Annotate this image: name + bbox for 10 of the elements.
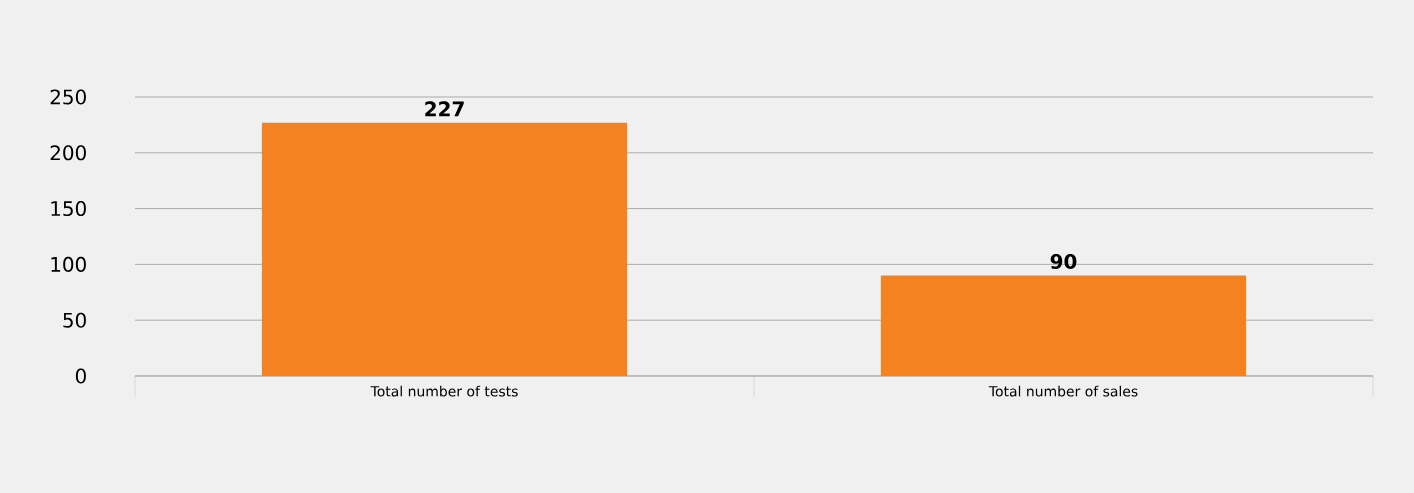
y-tick-label: 0 bbox=[75, 368, 86, 384]
data-label: 227 bbox=[425, 101, 464, 117]
data-label: 90 bbox=[1050, 253, 1077, 270]
y-tick-label: 50 bbox=[63, 312, 86, 328]
y-tick-label: 200 bbox=[50, 145, 86, 161]
y-tick-label: 100 bbox=[51, 256, 86, 272]
x-tick-label: Total number of sales bbox=[988, 385, 1138, 397]
x-tick-label: Total number of tests bbox=[370, 385, 518, 397]
y-tick-label: 250 bbox=[50, 89, 86, 105]
y-tick-label: 150 bbox=[51, 201, 86, 217]
